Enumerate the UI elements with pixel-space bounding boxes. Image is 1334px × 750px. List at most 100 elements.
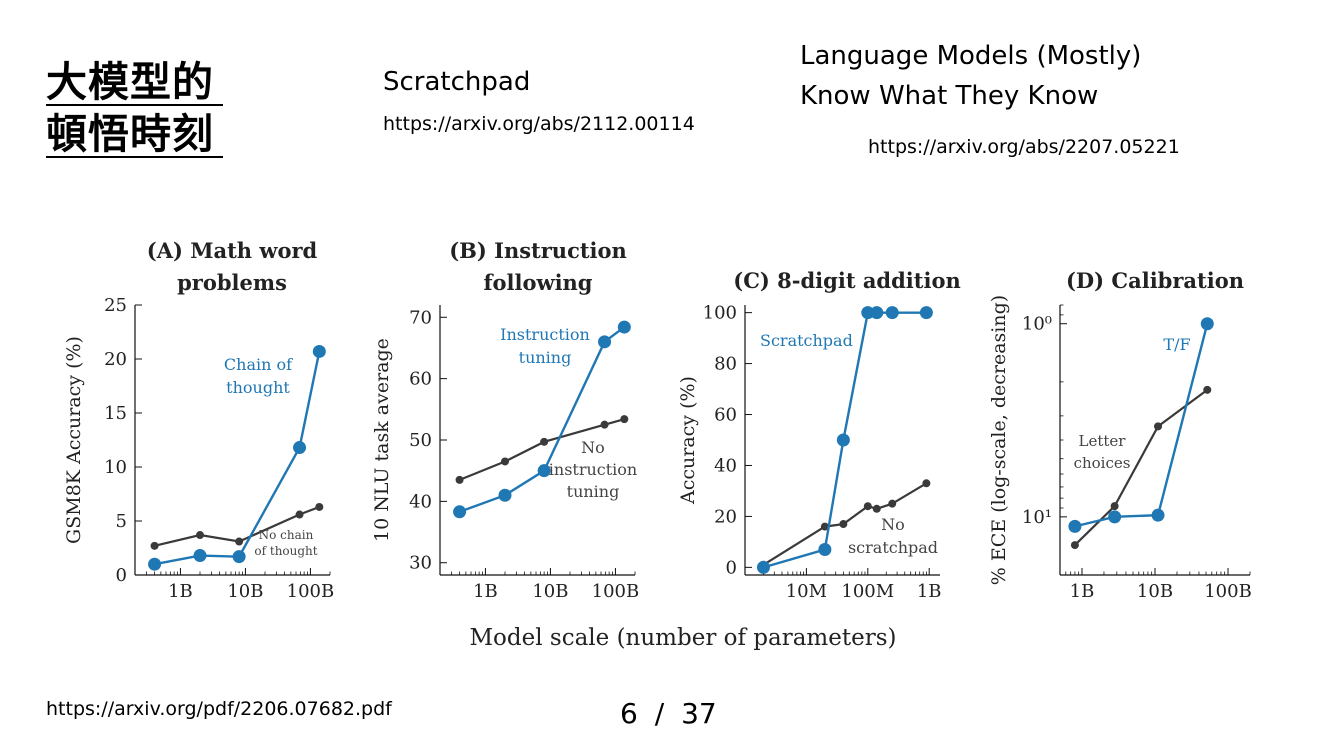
- y-tick-label: 10: [104, 457, 127, 478]
- y-tick-label: 0: [116, 565, 127, 586]
- title-underline-2: [46, 156, 223, 158]
- data-point: [196, 531, 204, 540]
- data-point: [1203, 385, 1212, 394]
- chart-panel-2: (C) 8-digit addition Accuracy (%) 10M 100M 1…: [677, 268, 961, 602]
- data-point: [232, 550, 246, 564]
- data-point: [498, 488, 512, 502]
- y-axis-label: % ECE (log-scale, decreasing): [988, 295, 1010, 585]
- series-annotation: No instruction tuning: [549, 438, 637, 501]
- data-point: [293, 441, 307, 455]
- series-annotation-line: instruction: [549, 460, 637, 479]
- data-point: [1108, 510, 1122, 524]
- data-point: [820, 522, 829, 531]
- data-point: [148, 557, 162, 571]
- x-tick-label: 1B: [473, 581, 498, 602]
- data-point: [501, 457, 509, 466]
- series-annotation-line: Scratchpad: [760, 331, 853, 350]
- data-point: [1070, 541, 1079, 550]
- series-annotation-line: Instruction: [500, 325, 590, 344]
- series-annotation: Instruction tuning: [500, 325, 590, 367]
- series-annotation-line: scratchpad: [848, 538, 938, 557]
- series-annotation: Chain of thought: [224, 355, 293, 397]
- slide-title: 大模型的 頓悟時刻: [46, 56, 226, 160]
- data-point: [836, 433, 850, 447]
- chart-title-line1: (A) Math word: [147, 238, 318, 263]
- y-tick-label: 20: [104, 349, 127, 370]
- series-annotation-line: of thought: [254, 544, 317, 558]
- page-indicator: 6 / 37: [620, 697, 717, 730]
- footer-url[interactable]: https://arxiv.org/pdf/2206.07682.pdf: [46, 698, 392, 720]
- series-annotation: Scratchpad: [760, 331, 853, 350]
- data-point: [455, 475, 464, 484]
- x-tick-label: 100B: [592, 581, 640, 602]
- series-annotation-line: choices: [1074, 454, 1131, 472]
- series-annotation-line: thought: [226, 378, 290, 397]
- page-total: 37: [681, 697, 717, 730]
- y-tick-label: 30: [409, 553, 432, 574]
- data-point: [235, 537, 244, 546]
- data-point: [315, 502, 324, 511]
- series-annotation-line: tuning: [567, 482, 620, 501]
- data-point: [193, 549, 207, 563]
- title-underline-1: [46, 104, 223, 106]
- ref1-url[interactable]: https://arxiv.org/abs/2112.00114: [383, 113, 695, 135]
- series-line-blue: [1074, 323, 1209, 528]
- data-point: [617, 320, 631, 334]
- data-point: [312, 344, 326, 358]
- data-point: [600, 420, 609, 429]
- chart-panel-3: (D) Calibration % ECE (log-scale, decreas…: [988, 268, 1252, 602]
- shared-x-axis-label: Model scale (number of parameters): [470, 625, 897, 651]
- data-point: [453, 505, 467, 519]
- y-tick-label: 70: [409, 307, 432, 328]
- y-axis-label: Accuracy (%): [677, 376, 699, 505]
- data-point: [756, 560, 770, 574]
- data-point: [150, 541, 159, 550]
- y-tick-label: 15: [104, 403, 127, 424]
- slide-title-line1: 大模型的: [46, 58, 214, 106]
- ref2-url[interactable]: https://arxiv.org/abs/2207.05221: [868, 136, 1180, 158]
- x-tick-label: 100M: [841, 581, 894, 602]
- x-tick-label: 100B: [287, 581, 335, 602]
- series-annotation-line: tuning: [519, 348, 572, 367]
- chart-panel-1: (B) Instruction following 10 NLU task aver…: [371, 238, 639, 602]
- data-point: [598, 335, 612, 349]
- ref1-title: Scratchpad: [383, 67, 531, 97]
- y-tick-label: 5: [116, 511, 127, 532]
- chart-title-line1: (D) Calibration: [1066, 268, 1244, 293]
- x-tick-label: 100B: [1204, 581, 1252, 602]
- data-point: [1151, 508, 1165, 522]
- data-point: [861, 306, 875, 320]
- series-annotation: T/F: [1163, 335, 1190, 354]
- y-tick-label: 10⁰: [1022, 314, 1052, 335]
- data-point: [295, 510, 304, 519]
- y-tick-label: 0: [726, 557, 737, 578]
- series-annotation-line: T/F: [1163, 335, 1190, 354]
- y-tick-label: 40: [714, 455, 737, 476]
- page-current: 6: [620, 697, 638, 730]
- data-point: [872, 504, 881, 513]
- data-point: [885, 306, 899, 320]
- y-tick-label: 40: [409, 491, 432, 512]
- x-tick-label: 10B: [227, 581, 263, 602]
- data-point: [540, 437, 549, 446]
- ref2-title-line1: Language Models (Mostly): [800, 41, 1142, 71]
- y-axis-label: 10 NLU task average: [371, 338, 393, 542]
- data-point: [919, 306, 933, 320]
- y-tick-label: 80: [714, 354, 737, 375]
- data-point: [863, 502, 872, 511]
- y-tick-label: 100: [703, 303, 737, 324]
- x-tick-label: 10M: [786, 581, 827, 602]
- chart-title-line1: (C) 8-digit addition: [733, 268, 960, 293]
- data-point: [888, 499, 897, 508]
- chart-title-line2: problems: [177, 270, 287, 295]
- ref2-title-line2: Know What They Know: [800, 81, 1099, 111]
- data-point: [870, 306, 884, 320]
- y-tick-label: 25: [104, 295, 127, 316]
- x-tick-label: 10B: [532, 581, 568, 602]
- y-tick-label: 50: [409, 430, 432, 451]
- series-annotation: No chain of thought: [254, 528, 317, 558]
- series-line-dark: [1074, 388, 1208, 546]
- data-point: [839, 520, 848, 529]
- data-point: [922, 479, 931, 488]
